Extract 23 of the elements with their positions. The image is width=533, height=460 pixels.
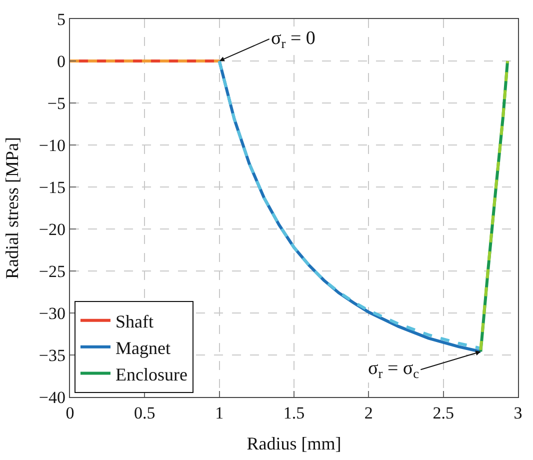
y-tick-label: −25: [38, 262, 66, 281]
y-tick-label: −15: [38, 178, 66, 197]
y-tick-label: −20: [38, 220, 66, 239]
y-axis-title: Radial stress [MPa]: [2, 137, 22, 279]
y-tick-label: −10: [38, 136, 66, 155]
y-tick-label: −5: [47, 94, 66, 113]
y-tick-label: 0: [57, 52, 66, 71]
legend-label: Shaft: [115, 311, 154, 332]
annotation: σ$_{r}$ = σ$_{c}$: [368, 358, 420, 381]
y-tick-label: −35: [38, 346, 66, 365]
x-tick-label: 1: [215, 404, 224, 422]
annotation: σ$_{r}$ = 0: [271, 28, 316, 51]
y-tick-label: −30: [38, 304, 66, 323]
x-tick-label: 0.5: [134, 404, 156, 422]
x-tick-label: 2.5: [432, 404, 454, 422]
x-tick-label: 2: [364, 404, 373, 422]
legend-label: Magnet: [115, 338, 170, 358]
y-tick-label: 5: [57, 10, 66, 29]
y-tick-label: −40: [38, 388, 66, 407]
x-tick-label: 3: [514, 404, 522, 422]
x-tick-label: 1.5: [283, 404, 305, 422]
legend-label: Enclosure: [115, 364, 188, 384]
x-axis-title: Radius [mm]: [246, 434, 342, 454]
